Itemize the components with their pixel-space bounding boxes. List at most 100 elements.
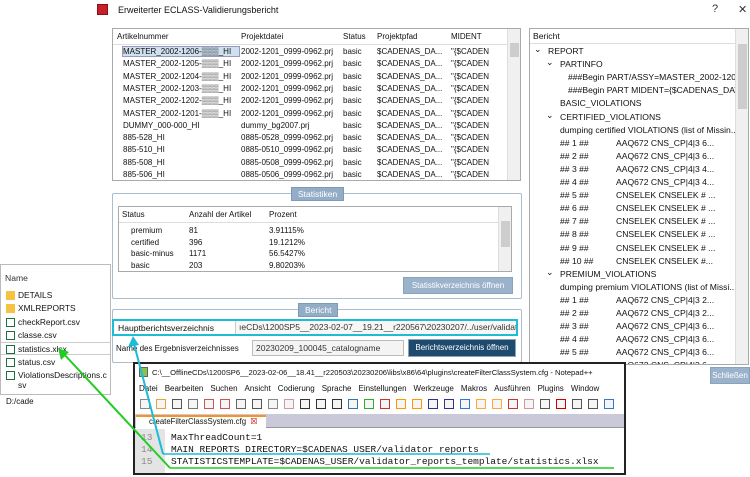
toolbar-button-icon[interactable]: [348, 399, 358, 409]
file-item[interactable]: XMLREPORTS: [1, 302, 110, 314]
stats-row[interactable]: premium 81 3.91115%: [119, 225, 499, 237]
menu-item[interactable]: Ansicht: [244, 384, 271, 393]
stats-cell: basic-minus: [131, 249, 174, 258]
expand-chevron-icon[interactable]: ⌄: [534, 44, 542, 54]
table-row[interactable]: MASTER_2002-1203-▒▒▒_HI 2002-1201_0999-09…: [113, 83, 507, 95]
toolbar-button-icon[interactable]: [332, 399, 342, 409]
statistics-group-label: Statistiken: [291, 187, 345, 201]
table-cell: "{$CADEN: [451, 157, 489, 167]
toolbar-button-icon[interactable]: [364, 399, 374, 409]
toolbar-button-icon[interactable]: [508, 399, 518, 409]
stats-column-header[interactable]: Anzahl der Artikel: [189, 210, 252, 219]
menu-item[interactable]: Plugins: [537, 384, 564, 393]
toolbar-button-icon[interactable]: [428, 399, 438, 409]
file-item[interactable]: ViolationsDescriptions.csv: [1, 369, 110, 390]
table-row[interactable]: 885-508_HI 0885-0508_0999-0962.prj basic $C…: [113, 157, 507, 169]
tab-close-icon[interactable]: ☒: [250, 417, 258, 426]
table-row[interactable]: 885-528_HI 0885-0528_0999-0962.prj basic $C…: [113, 132, 507, 144]
file-item[interactable]: checkReport.csv: [1, 316, 110, 328]
toolbar-button-icon[interactable]: [540, 399, 550, 409]
toolbar-button-icon[interactable]: [236, 399, 246, 409]
tree-item-label: CNSELEK CNSELEK #...: [616, 255, 713, 266]
toolbar-button-icon[interactable]: [556, 399, 566, 409]
main-report-dir-input[interactable]: ıeCDs\1200SP5__2023-02-07__19.21__r22056…: [235, 321, 516, 334]
tree-item-label: AAQ672 CNS_CP|4|3 2...: [616, 294, 715, 305]
stats-row[interactable]: basic-minus 1171 56.5427%: [119, 248, 499, 260]
excel-file-icon: [6, 345, 15, 355]
toolbar-button-icon[interactable]: [204, 399, 214, 409]
articles-scrollbar[interactable]: [507, 29, 520, 180]
column-header[interactable]: Status: [343, 32, 366, 41]
table-row[interactable]: MASTER_2002-1201-▒▒▒_HI 2002-1201_0999-09…: [113, 108, 507, 120]
toolbar-button-icon[interactable]: [172, 399, 182, 409]
table-row[interactable]: MASTER_2002-1204-▒▒▒_HI 2002-1201_0999-09…: [113, 71, 507, 83]
file-item[interactable]: classe.csv: [1, 329, 110, 341]
toolbar-button-icon[interactable]: [604, 399, 614, 409]
table-row[interactable]: 885-510_HI 0885-0510_0999-0962.prj basic $C…: [113, 144, 507, 156]
toolbar-button-icon[interactable]: [188, 399, 198, 409]
table-row[interactable]: MASTER_2002-1205-▒▒▒_HI 2002-1201_0999-09…: [113, 58, 507, 70]
toolbar-button-icon[interactable]: [316, 399, 326, 409]
toolbar-button-icon[interactable]: [492, 399, 502, 409]
menu-item[interactable]: Makros: [460, 384, 488, 393]
expand-chevron-icon[interactable]: ⌄: [546, 109, 554, 120]
stats-column-header[interactable]: Prozent: [269, 210, 297, 219]
close-window-button[interactable]: ✕: [738, 4, 748, 16]
menu-item[interactable]: Ausführen: [494, 384, 531, 393]
table-row[interactable]: DUMMY_000-000_HI dummy_bg2007.prj basic $CA…: [113, 120, 507, 132]
help-button[interactable]: ?: [712, 3, 719, 15]
toolbar-button-icon[interactable]: [300, 399, 310, 409]
menu-item[interactable]: Datei: [139, 384, 158, 393]
menu-item[interactable]: Bearbeiten: [164, 384, 204, 393]
file-item[interactable]: status.csv: [1, 356, 110, 368]
toolbar-button-icon[interactable]: [396, 399, 406, 409]
toolbar-button-icon[interactable]: [156, 399, 166, 409]
tree-item-label: CNSELEK CNSELEK # ...: [616, 190, 716, 201]
toolbar-button-icon[interactable]: [444, 399, 454, 409]
file-item[interactable]: DETAILS: [1, 289, 110, 301]
table-row[interactable]: MASTER_2002-1202-▒▒▒_HI 2002-1201_0999-09…: [113, 95, 507, 107]
column-header[interactable]: MIDENT: [451, 32, 482, 41]
stats-column-header[interactable]: Status: [122, 210, 145, 219]
menu-item[interactable]: Sprache: [321, 384, 352, 393]
tree-item-label: CERTIFIED_VIOLATIONS: [560, 111, 661, 122]
menu-item[interactable]: Window: [570, 384, 600, 393]
menu-item[interactable]: Codierung: [277, 384, 315, 393]
menu-item[interactable]: Werkzeuge: [413, 384, 454, 393]
statistics-table[interactable]: Status Anzahl der Artikel Prozent premium 8…: [118, 206, 512, 272]
report-tree-scrollbar[interactable]: [735, 29, 748, 364]
table-row[interactable]: MASTER_2002-1206-▒▒▒_HI 2002-1201_0999-09…: [113, 46, 507, 58]
column-header[interactable]: Artikelnummer: [117, 32, 169, 41]
menu-item[interactable]: Einstellungen: [358, 384, 407, 393]
statistics-scrollbar[interactable]: [498, 207, 511, 271]
column-header[interactable]: Projektdatei: [241, 32, 284, 41]
articles-table[interactable]: Artikelnummer Projektdatei Status Projektpf…: [112, 28, 521, 181]
toolbar-button-icon[interactable]: [220, 399, 230, 409]
toolbar-button-icon[interactable]: [572, 399, 582, 409]
toolbar-button-icon[interactable]: [588, 399, 598, 409]
open-statistics-dir-button[interactable]: Statistikverzeichnis öffnen: [403, 277, 513, 294]
open-report-dir-button[interactable]: Berichtsverzeichnis öffnen: [408, 339, 516, 357]
stats-row[interactable]: certified 396 19.1212%: [119, 237, 499, 249]
notepad-tab[interactable]: createFilterClassSystem.cfg ☒: [136, 415, 266, 428]
toolbar-button-icon[interactable]: [284, 399, 294, 409]
report-tree[interactable]: Bericht ⌄ REPORT ⌄ PARTINFO ###Begin PART/AS…: [529, 28, 749, 365]
table-cell: basic: [343, 83, 362, 93]
toolbar-button-icon[interactable]: [460, 399, 470, 409]
table-row[interactable]: 885-506_HI 0885-0506_0999-0962.prj basic $C…: [113, 169, 507, 181]
toolbar-button-icon[interactable]: [252, 399, 262, 409]
stats-row[interactable]: basic 203 9.80203%: [119, 260, 499, 272]
tree-item-label: CNSELEK CNSELEK # ...: [616, 242, 716, 253]
result-dir-input[interactable]: 20230209_100045_catalogname: [252, 340, 404, 356]
tree-item-label: AAQ672 CNS_CP|4|3 6...: [616, 334, 715, 345]
toolbar-button-icon[interactable]: [412, 399, 422, 409]
expand-chevron-icon[interactable]: ⌄: [546, 57, 554, 68]
toolbar-button-icon[interactable]: [476, 399, 486, 409]
column-header[interactable]: Projektpfad: [377, 32, 418, 41]
toolbar-button-icon[interactable]: [380, 399, 390, 409]
toolbar-button-icon[interactable]: [268, 399, 278, 409]
menu-item[interactable]: Suchen: [210, 384, 238, 393]
file-item[interactable]: statistics.xlsx: [1, 342, 110, 356]
expand-chevron-icon[interactable]: ⌄: [546, 266, 554, 277]
toolbar-button-icon[interactable]: [524, 399, 534, 409]
